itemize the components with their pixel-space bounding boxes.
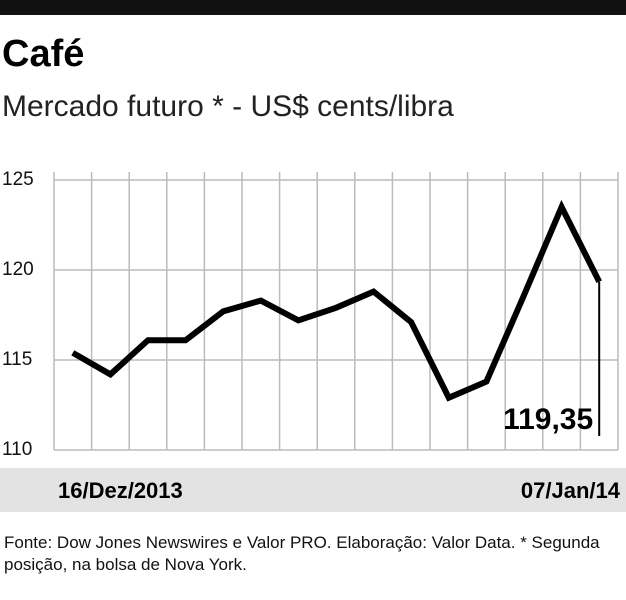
chart-title: Café xyxy=(2,33,84,75)
x-tick-label: 07/Jan/14 xyxy=(521,478,621,503)
x-tick-label: 16/Dez/2013 xyxy=(58,478,183,503)
y-tick-label: 125 xyxy=(2,169,34,190)
source-note: Fonte: Dow Jones Newswires e Valor PRO. … xyxy=(4,533,600,574)
line xyxy=(71,199,602,402)
y-tick-label: 115 xyxy=(2,349,32,370)
chart: Café Mercado futuro * - US$ cents/libra … xyxy=(0,0,626,512)
top-bar xyxy=(0,0,626,15)
value-label: 119,35 xyxy=(503,403,593,436)
chart-subtitle: Mercado futuro * - US$ cents/libra xyxy=(2,90,454,123)
y-tick-label: 120 xyxy=(2,259,34,280)
x-axis-band xyxy=(0,468,626,512)
y-tick-label: 110 xyxy=(2,439,32,460)
